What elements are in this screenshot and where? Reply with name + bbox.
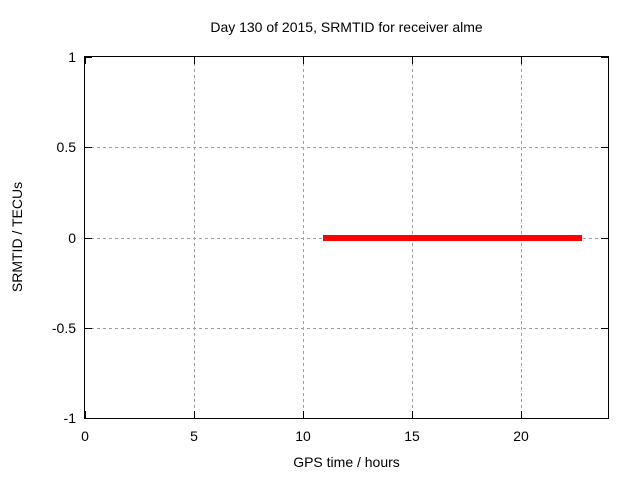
y-gridline xyxy=(85,328,608,329)
x-tick-mark xyxy=(194,57,195,64)
x-gridline xyxy=(303,57,304,418)
y-tick-mark xyxy=(601,328,608,329)
x-tick-mark xyxy=(85,57,86,64)
y-tick-label: 1 xyxy=(68,49,76,65)
y-tick-mark xyxy=(85,57,92,58)
x-tick-label: 15 xyxy=(404,428,420,444)
y-tick-mark xyxy=(85,328,92,329)
x-tick-mark xyxy=(412,411,413,418)
y-tick-label: 0.5 xyxy=(56,139,76,155)
x-tick-mark xyxy=(521,411,522,418)
x-tick-mark xyxy=(521,57,522,64)
y-tick-mark xyxy=(601,57,608,58)
y-tick-label: -1 xyxy=(63,410,76,426)
chart-title: Day 130 of 2015, SRMTID for receiver alm… xyxy=(210,19,483,35)
series-line xyxy=(323,235,582,241)
y-tick-mark xyxy=(601,147,608,148)
x-tick-mark xyxy=(85,411,86,418)
x-tick-mark xyxy=(194,411,195,418)
x-gridline xyxy=(194,57,195,418)
y-gridline xyxy=(85,147,608,148)
y-tick-mark xyxy=(601,418,608,419)
x-tick-label: 0 xyxy=(81,428,89,444)
y-tick-label: 0 xyxy=(68,230,76,246)
y-tick-label: -0.5 xyxy=(51,320,76,336)
x-tick-mark xyxy=(303,57,304,64)
y-tick-mark xyxy=(85,418,92,419)
x-axis-title: GPS time / hours xyxy=(293,454,400,470)
x-tick-label: 5 xyxy=(190,428,198,444)
x-tick-label: 20 xyxy=(513,428,529,444)
plot-area xyxy=(84,56,609,419)
y-tick-mark xyxy=(85,147,92,148)
x-tick-mark xyxy=(303,411,304,418)
y-tick-mark xyxy=(601,238,608,239)
x-tick-mark xyxy=(412,57,413,64)
x-tick-label: 10 xyxy=(295,428,311,444)
y-tick-mark xyxy=(85,238,92,239)
